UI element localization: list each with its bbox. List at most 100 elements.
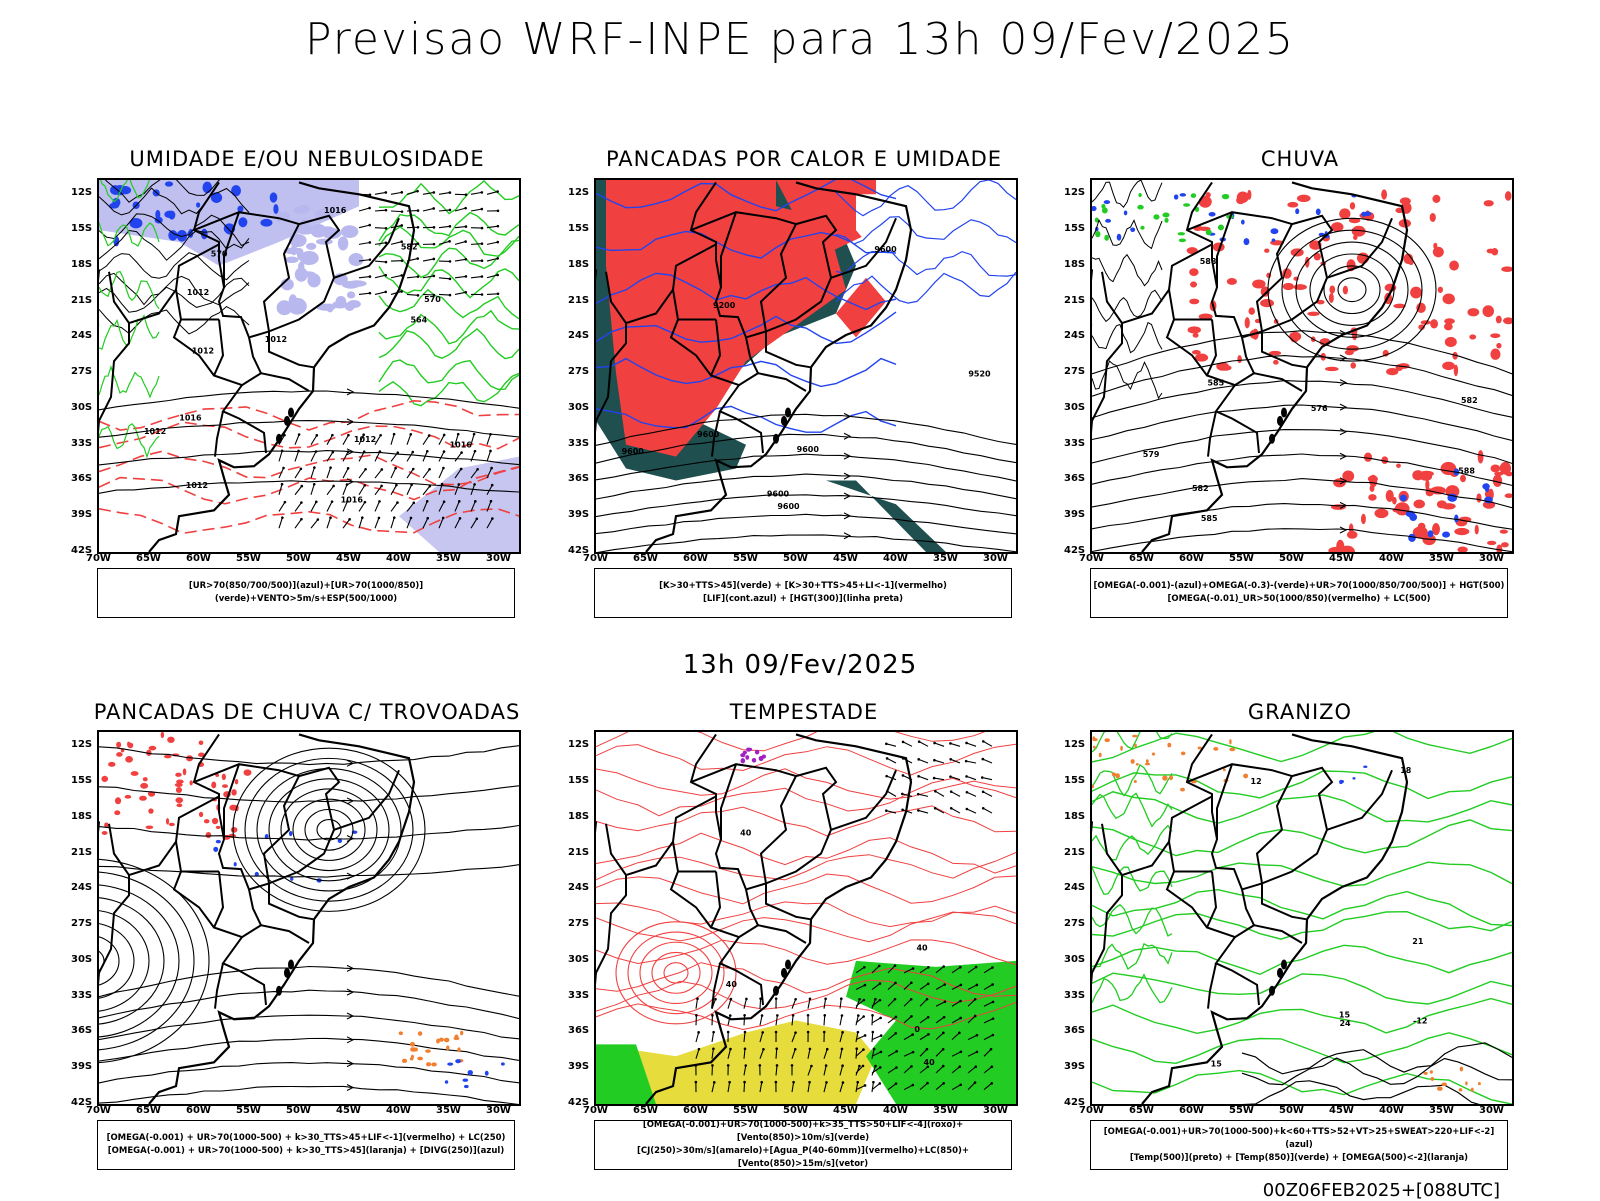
wind-vector-head	[417, 294, 420, 297]
wind-vector	[391, 518, 394, 529]
wind-vector-850-head	[901, 793, 904, 796]
lon-tick-label: 35W	[933, 553, 958, 564]
lake	[773, 986, 779, 996]
lc250-streamline	[99, 1086, 519, 1104]
lat-tick-label: 18S	[568, 811, 589, 822]
thunder-area-red	[175, 797, 183, 803]
lon-tick-label: 70W	[86, 1105, 111, 1116]
temp850-contour	[1092, 890, 1512, 926]
wind-vector	[295, 469, 301, 478]
map-canvas: 1012101210121012101610161012101610121016…	[99, 180, 519, 552]
lc250-streamline	[99, 786, 519, 802]
wind-vector	[359, 242, 370, 244]
lon-tick-label: 70W	[1079, 1105, 1104, 1116]
lat-tick-label: 12S	[568, 187, 589, 198]
thunder-area-red	[131, 771, 139, 776]
wind-vector-850-head	[910, 1065, 913, 1068]
humidity-blob	[306, 243, 316, 250]
state-border	[1207, 320, 1216, 376]
wind-vector-850-head	[942, 965, 945, 968]
wind-vector	[439, 435, 444, 445]
contour-label: 9600	[797, 445, 820, 454]
rain-area-blue-south	[1409, 513, 1417, 521]
wind-vector-850-head	[991, 983, 994, 986]
rain-area-blue	[1270, 228, 1278, 234]
thunder-area-red	[212, 818, 218, 824]
wind-vector-head	[401, 259, 404, 262]
rain-area-blue	[1174, 194, 1179, 199]
state-border	[671, 872, 739, 938]
wind-vector	[327, 486, 334, 495]
lif-contour-ocean	[836, 250, 1016, 276]
lat-tick-label: 21S	[568, 847, 589, 858]
wind-vector-850-head	[934, 790, 937, 793]
wind-vector-head	[449, 225, 452, 228]
wind-vector-head	[412, 468, 415, 471]
rain-area-green	[1137, 205, 1144, 210]
rain-area-red	[1449, 261, 1459, 271]
wind-vector-head	[385, 209, 388, 212]
humidity-blob-blue	[168, 230, 177, 241]
omega-orange	[1134, 744, 1137, 748]
lat-tick-label: 36S	[71, 473, 92, 484]
humidity-blob	[285, 256, 299, 263]
wind-vector-850-head	[874, 1065, 877, 1068]
rain-area-red	[1227, 278, 1237, 285]
contour-label: 9600	[874, 245, 897, 254]
wind-vector-850-head	[975, 966, 978, 969]
storm-area-purple	[762, 755, 766, 759]
wind-vector-850-head	[966, 808, 969, 811]
thunder-area-red	[148, 808, 153, 813]
rain-area-red	[1353, 235, 1357, 240]
contour-label: 9600	[697, 430, 720, 439]
wind-vector-850	[696, 999, 697, 1009]
temp850-contour	[1092, 820, 1512, 856]
legend-line: [OMEGA(-0.001) + UR>70(1000-500) + k>30_…	[108, 1145, 504, 1158]
wind-vector-head	[329, 466, 332, 469]
humidity-blob	[336, 296, 347, 307]
state-border	[174, 872, 242, 938]
wind-vector-head	[458, 500, 461, 503]
state-border	[109, 272, 176, 323]
rain-area-red	[1237, 191, 1249, 203]
wind-vector-850-head	[949, 775, 952, 778]
rain-area-red	[1189, 268, 1198, 276]
wind-vector-head	[409, 433, 412, 436]
wind-vector-head	[474, 500, 477, 503]
wind-vector-head	[464, 291, 467, 294]
rain-area-red	[1350, 202, 1355, 209]
rain-area-red-south	[1349, 523, 1354, 533]
wind-vector-head	[368, 207, 371, 210]
streamline-arrow	[347, 989, 353, 995]
wind-vector-head	[364, 501, 367, 504]
contour-label: 570	[211, 250, 228, 259]
lat-tick-label: 12S	[1064, 187, 1085, 198]
lon-tick-label: 65W	[136, 553, 161, 564]
wind-vector-850-head	[982, 740, 985, 743]
wind-vector-850-head	[713, 1081, 716, 1084]
wind-vector-head	[363, 450, 366, 453]
state-border	[1208, 963, 1216, 1008]
wind-vector-850-head	[696, 997, 699, 1000]
wind-vector-850-head	[942, 1082, 945, 1085]
wind-vector	[311, 484, 314, 495]
wind-vector	[343, 468, 348, 478]
wind-vector-850-head	[959, 1000, 962, 1003]
wind-vector-850-head	[727, 1064, 730, 1067]
rain-area-green	[1179, 239, 1186, 243]
wind-vector-850-head	[841, 1031, 844, 1034]
wind-vector-850-head	[927, 1033, 930, 1036]
omega-orange-south	[1423, 1072, 1427, 1075]
lake	[785, 408, 791, 418]
divergence-blue	[234, 862, 237, 866]
wind-vector-head	[449, 260, 452, 263]
wind-vector-850-head	[966, 791, 969, 794]
wind-vector-head	[443, 450, 446, 453]
divergence-blue	[213, 847, 218, 852]
lat-tick-label: 24S	[568, 882, 589, 893]
wind-vector-head	[473, 433, 476, 436]
lat-tick-label: 39S	[1064, 509, 1085, 520]
rain-area-blue	[1209, 212, 1216, 217]
run-id-label: 00Z06FEB2025+[088UTC]	[1263, 1180, 1500, 1201]
wind-vector-850-head	[879, 1017, 882, 1020]
